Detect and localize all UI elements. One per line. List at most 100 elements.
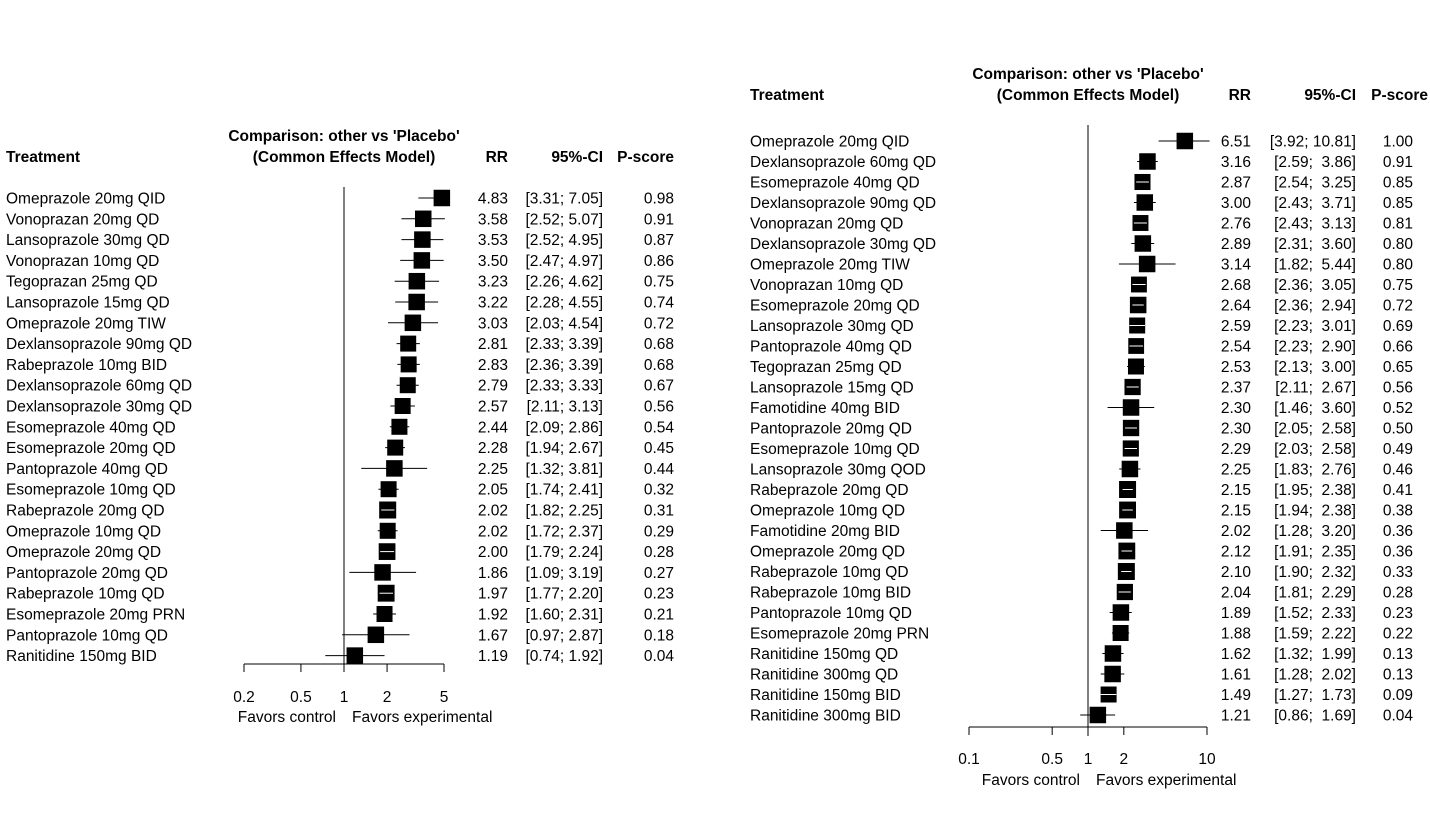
right-ci-value: [1.91; 2.35]	[1274, 544, 1356, 561]
right-treatment-label: Lansoprazole 30mg QD	[750, 318, 914, 335]
left-point-estimate	[391, 418, 408, 435]
left-rr-value: 2.05	[478, 482, 508, 499]
right-rr-value: 1.62	[1221, 646, 1251, 663]
left-ci-value: [2.52; 5.07]	[525, 211, 603, 228]
right-rr-value: 2.30	[1221, 421, 1252, 438]
left-point-estimate	[394, 398, 411, 414]
left-rr-value: 2.25	[478, 461, 508, 478]
left-point-estimate	[367, 626, 385, 644]
right-rr-value: 2.76	[1221, 216, 1251, 233]
left-pscore-value: 0.56	[644, 399, 674, 416]
right-treatment-label: Ranitidine 150mg QD	[750, 646, 898, 663]
left-pscore-value: 0.67	[644, 378, 674, 395]
left-rr-value: 1.67	[478, 627, 508, 644]
left-ci-value: [2.03; 4.54]	[525, 315, 603, 332]
left-ci-value: [1.32; 3.81]	[525, 461, 603, 478]
right-treatment-label: Vonoprazan 10mg QD	[750, 277, 903, 294]
right-rr-value: 1.88	[1221, 626, 1251, 643]
left-rr-value: 2.81	[478, 336, 508, 353]
right-ci-value: [1.95; 2.38]	[1274, 482, 1356, 499]
right-pscore-value: 0.80	[1383, 257, 1414, 274]
left-rr-value: 3.53	[478, 232, 508, 249]
right-rr-value: 1.21	[1221, 708, 1251, 725]
left-rr-value: 1.92	[478, 607, 508, 624]
left-ci-value: [1.77; 2.20]	[525, 586, 603, 603]
left-treatment-label: Tegoprazan 25mg QD	[6, 274, 158, 291]
left-pscore-value: 0.21	[644, 607, 674, 624]
right-rr-value: 2.59	[1221, 318, 1251, 335]
right-pscore-value: 0.85	[1383, 175, 1413, 192]
right-comparison-subtitle: (Common Effects Model)	[997, 87, 1180, 104]
left-ci-value: [0.97; 2.87]	[525, 627, 603, 644]
left-rr-value: 3.58	[478, 211, 508, 228]
right-point-estimate	[1127, 358, 1144, 375]
right-ci-value: [1.90; 2.32]	[1274, 564, 1356, 581]
left-ci-value: [2.36; 3.39]	[525, 357, 603, 374]
right-ci-value: [2.36; 2.94]	[1274, 298, 1356, 315]
left-point-estimate	[346, 647, 364, 664]
right-treatment-label: Esomeprazole 20mg PRN	[750, 626, 929, 643]
right-pscore-value: 0.09	[1383, 687, 1413, 704]
left-rr-value: 2.00	[478, 544, 509, 561]
right-rr-value: 2.87	[1221, 175, 1251, 192]
right-point-estimate	[1134, 235, 1152, 252]
left-pscore-value: 0.91	[644, 211, 674, 228]
left-pscore-value: 0.68	[644, 336, 674, 353]
left-rr-value: 2.83	[478, 357, 508, 374]
right-point-estimate	[1104, 645, 1122, 662]
right-pscore-value: 0.38	[1383, 503, 1413, 520]
right-ci-value: [1.59; 2.22]	[1274, 626, 1356, 643]
left-rr-value: 1.86	[478, 565, 508, 582]
left-pscore-value: 0.86	[644, 253, 674, 270]
right-rr-value: 2.10	[1221, 564, 1252, 581]
left-ci-value: [2.33; 3.33]	[525, 378, 603, 395]
right-x-tick-label: 10	[1198, 751, 1216, 768]
right-ci-value: [0.86; 1.69]	[1274, 708, 1356, 725]
right-treatment-label: Tegoprazan 25mg QD	[750, 359, 902, 376]
right-pscore-value: 0.22	[1383, 626, 1413, 643]
left-point-estimate	[387, 439, 404, 456]
right-favors-control: Favors control	[982, 772, 1080, 789]
right-ci-value: [2.59; 3.86]	[1274, 154, 1356, 171]
left-rr-value: 2.44	[478, 419, 509, 436]
right-rr-value: 2.29	[1221, 441, 1251, 458]
right-rr-value: 1.61	[1221, 667, 1251, 684]
left-ci-value: [2.26; 4.62]	[525, 274, 603, 291]
left-pscore-value: 0.32	[644, 482, 674, 499]
right-header-ci: 95%-CI	[1304, 87, 1356, 104]
right-ci-value: [1.82; 5.44]	[1274, 257, 1356, 274]
right-pscore-value: 1.00	[1383, 134, 1414, 151]
right-ci-value: [2.13; 3.00]	[1274, 359, 1356, 376]
left-x-tick-label: 5	[440, 689, 449, 706]
left-rr-value: 2.02	[478, 523, 508, 540]
right-treatment-label: Dexlansoprazole 30mg QD	[750, 236, 936, 253]
right-treatment-label: Vonoprazan 20mg QD	[750, 216, 903, 233]
right-rr-value: 2.02	[1221, 523, 1251, 540]
right-ci-value: [1.46; 3.60]	[1274, 400, 1356, 417]
right-treatment-label: Lansoprazole 15mg QD	[750, 380, 914, 397]
right-point-estimate	[1112, 625, 1129, 641]
left-point-estimate	[408, 272, 426, 290]
left-pscore-value: 0.72	[644, 315, 674, 332]
left-header-treatment: Treatment	[6, 149, 80, 166]
right-point-estimate	[1089, 706, 1107, 724]
left-comparison-subtitle: (Common Effects Model)	[253, 149, 436, 166]
right-rr-value: 2.30	[1221, 400, 1252, 417]
right-treatment-label: Ranitidine 300mg QD	[750, 667, 898, 684]
left-treatment-label: Esomeprazole 10mg QD	[6, 482, 176, 499]
right-pscore-value: 0.23	[1383, 605, 1413, 622]
left-ci-value: [1.60; 2.31]	[525, 607, 603, 624]
left-point-estimate	[408, 293, 425, 311]
right-pscore-value: 0.13	[1383, 646, 1413, 663]
left-pscore-value: 0.75	[644, 274, 674, 291]
left-ci-value: [2.47; 4.97]	[525, 253, 603, 270]
left-pscore-value: 0.98	[644, 191, 674, 208]
right-rr-value: 1.89	[1221, 605, 1251, 622]
right-ci-value: [2.23; 2.90]	[1274, 339, 1356, 356]
left-point-estimate	[414, 210, 432, 228]
right-ci-value: [2.36; 3.05]	[1274, 277, 1356, 294]
left-ci-value: [1.74; 2.41]	[525, 482, 603, 499]
right-ci-value: [2.05; 2.58]	[1274, 421, 1356, 438]
right-header-pscore: P-score	[1371, 87, 1428, 104]
left-ci-value: [2.33; 3.39]	[525, 336, 603, 353]
